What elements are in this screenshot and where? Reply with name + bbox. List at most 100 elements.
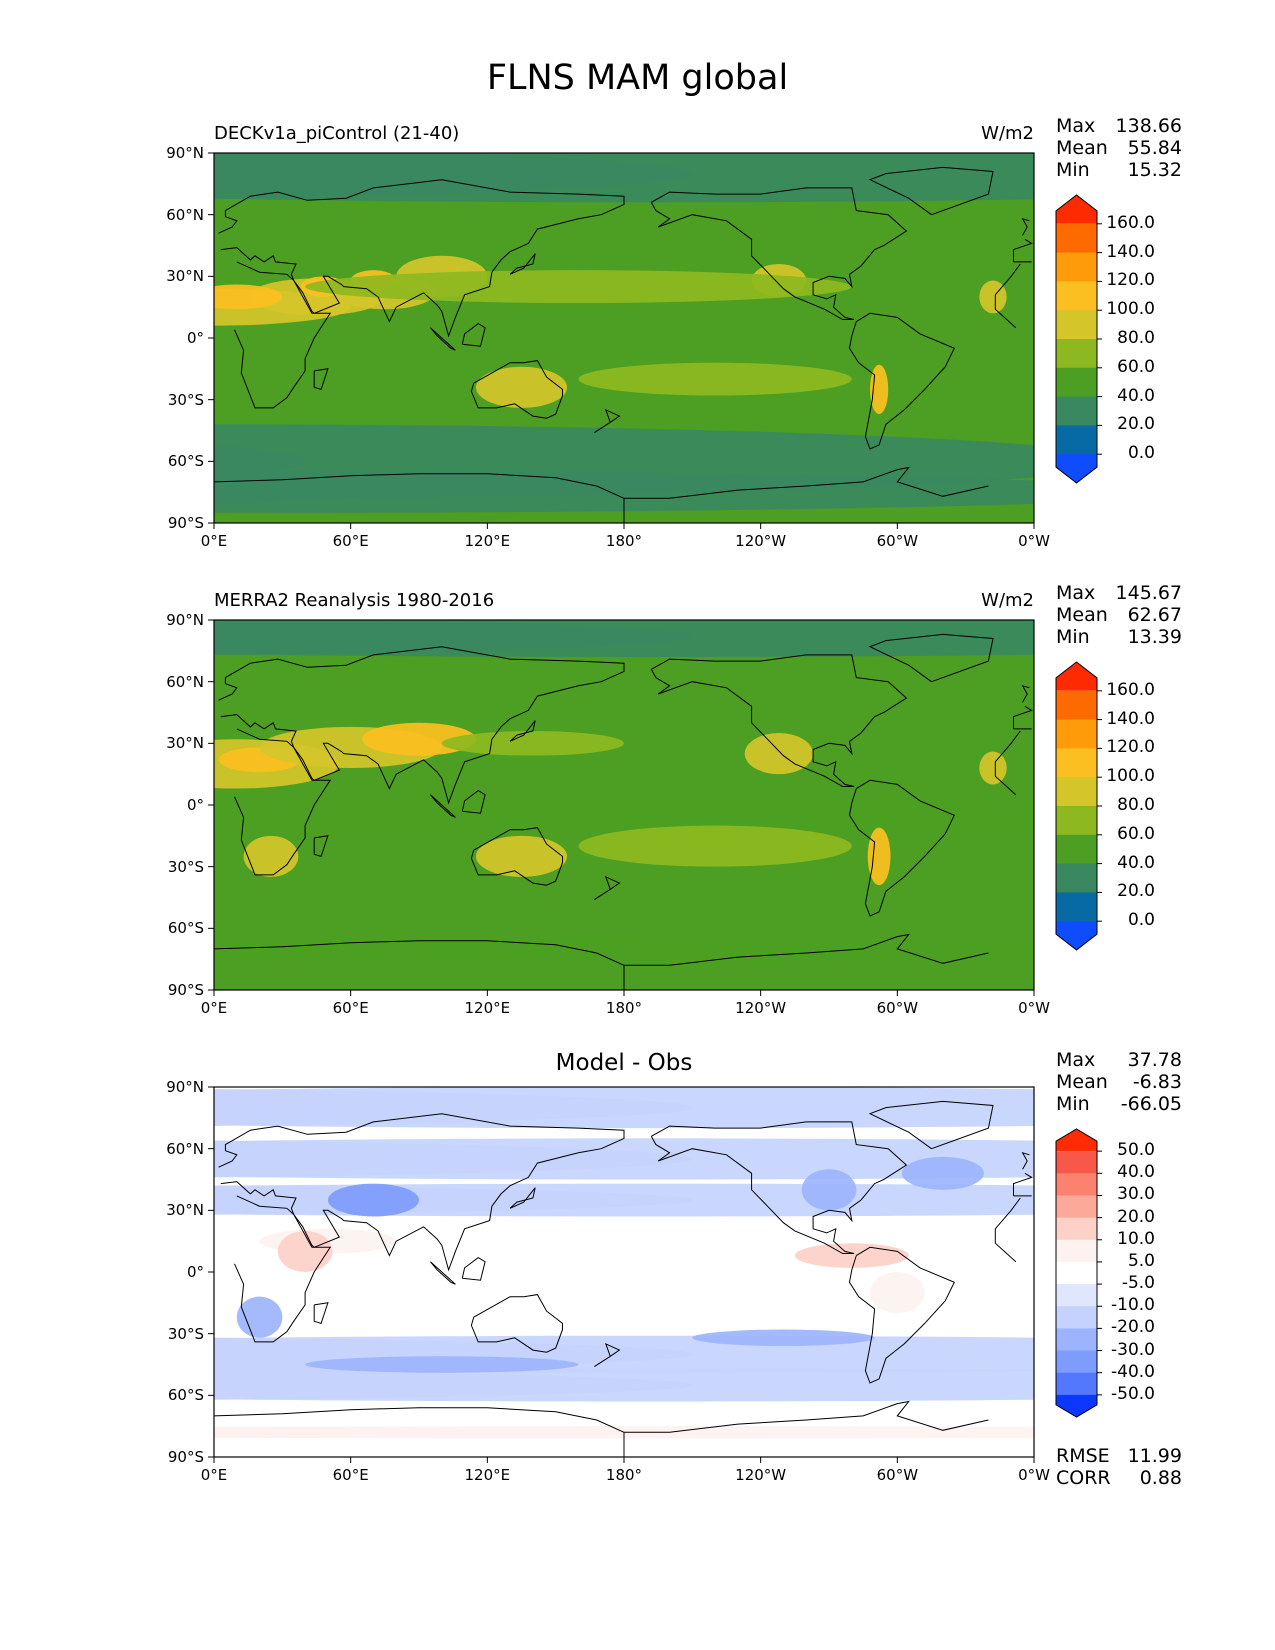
x-tick-label: 120°E — [464, 999, 511, 1017]
field-blob — [801, 1169, 857, 1211]
colorbar-segment — [1056, 892, 1097, 922]
colorbar-segment — [1056, 223, 1097, 254]
coastline-australia — [470, 1294, 563, 1353]
colorbar-segment — [1056, 690, 1097, 721]
x-tick-label: 180° — [605, 532, 643, 550]
coastline-japan — [509, 720, 536, 742]
colorbar-segment — [1056, 1284, 1097, 1307]
x-tick-label: 0°W — [1018, 532, 1050, 550]
coastline-australia — [470, 360, 563, 419]
coastline-borneo — [461, 322, 486, 347]
x-tick-label: 180° — [605, 1466, 643, 1484]
panel-units: W/m2 — [981, 590, 1034, 611]
coastline-africa — [994, 761, 1017, 796]
y-tick-label: 30°S — [167, 857, 204, 876]
coastline-madagascar — [313, 368, 329, 391]
field-blob — [305, 1356, 579, 1373]
map-field — [214, 1087, 1034, 1457]
x-tick-label: 0°W — [1018, 999, 1050, 1017]
colorbar-segment-top — [1056, 1129, 1097, 1152]
y-tick-label: 60°N — [166, 1139, 204, 1158]
field-blob — [870, 364, 889, 415]
stat-max: Max 37.78 — [1056, 1049, 1182, 1071]
colorbar-label: 20.0 — [1117, 881, 1155, 902]
stat-rmse: RMSE 11.99 — [1056, 1445, 1182, 1467]
colorbar-label: -20.0 — [1111, 1317, 1155, 1338]
coastline-africa — [234, 1195, 332, 1343]
stat-mean: Mean 55.84 — [1056, 137, 1182, 159]
colorbar-segment — [1056, 339, 1097, 369]
coastline-eurasia — [1013, 1172, 1033, 1196]
field-blob — [214, 936, 1034, 970]
coastline-antarctica2 — [624, 1400, 989, 1433]
colorbar-label: 60.0 — [1117, 823, 1155, 844]
coastline-namerica — [650, 187, 908, 320]
field-blob — [214, 480, 374, 504]
y-tick-label: 30°N — [166, 1201, 204, 1220]
colorbar-segment — [1056, 719, 1097, 749]
y-tick-label: 60°N — [166, 672, 204, 691]
coastline-sumatra — [430, 1261, 456, 1285]
field-blob — [744, 733, 814, 775]
coastline-madagascar — [313, 835, 329, 858]
field-blob — [243, 835, 299, 877]
stat-corr: CORR 0.88 — [1056, 1467, 1182, 1489]
colorbar-label: 100.0 — [1106, 766, 1155, 787]
colorbar-segment — [1056, 1151, 1097, 1174]
colorbar-segment — [1056, 1350, 1097, 1374]
field-blob — [578, 825, 852, 867]
colorbar-segment-bottom — [1056, 454, 1097, 483]
x-tick-label: 120°W — [735, 532, 787, 550]
coastline-africa — [994, 294, 1017, 329]
colorbar-segment — [1056, 1372, 1097, 1396]
field-blob — [979, 751, 1007, 785]
panel-title-center: Model - Obs — [555, 1050, 693, 1076]
x-tick-label: 120°E — [464, 1466, 511, 1484]
colorbar-segment — [1056, 281, 1097, 311]
coastline-antarctica2 — [214, 481, 625, 523]
y-tick-label: 30°S — [167, 1324, 204, 1343]
colorbar-segment-bottom — [1056, 921, 1097, 950]
colorbar-segment — [1056, 806, 1097, 836]
x-tick-label: 60°E — [332, 999, 369, 1017]
coastline-borneo — [461, 789, 486, 814]
coastline-antarctica2 — [624, 933, 989, 966]
field-blob — [214, 1370, 693, 1400]
colorbar-segment — [1056, 748, 1097, 778]
colorbar-segment — [1056, 1217, 1097, 1241]
y-tick-label: 30°N — [166, 267, 204, 286]
colorbar-label: 0.0 — [1127, 910, 1155, 931]
coastline-eurasia — [218, 179, 625, 338]
coastline-uk — [1021, 1151, 1030, 1170]
y-tick-label: 90°N — [166, 1078, 204, 1096]
colorbar-label: 40.0 — [1117, 385, 1155, 406]
colorbar-outline — [1055, 194, 1098, 484]
coastline-eurasia — [218, 1113, 625, 1272]
coastline-madagascar — [313, 1302, 329, 1325]
coastline-samerica — [848, 1246, 955, 1384]
x-tick-label: 60°E — [332, 1466, 369, 1484]
colorbar-label: 50.0 — [1117, 1140, 1155, 1161]
field-blob — [901, 1156, 984, 1190]
colorbar-label: 40.0 — [1117, 1162, 1155, 1183]
field-blob — [867, 827, 891, 886]
colorbar-segment — [1056, 367, 1097, 398]
coastlines — [214, 1100, 1033, 1457]
coastline-africa — [234, 261, 332, 409]
x-tick-label: 60°W — [876, 1466, 919, 1484]
colorbar-segment — [1056, 1239, 1097, 1263]
stat-mean: Mean -6.83 — [1056, 1071, 1182, 1093]
colorbar-label: 20.0 — [1117, 414, 1155, 435]
field-blob — [979, 280, 1007, 314]
coastline-antarctica — [214, 1407, 625, 1457]
field-blob — [794, 1243, 909, 1268]
field-blob — [578, 362, 852, 396]
colorbar-label: 80.0 — [1117, 328, 1155, 348]
y-tick-label: 60°S — [167, 1386, 204, 1405]
coastline-samerica — [848, 312, 955, 450]
colorbar-segment-top — [1056, 662, 1097, 691]
coastline-africa — [234, 728, 332, 876]
coastline-antarctica — [214, 940, 625, 990]
coastline-antarctica2 — [214, 948, 625, 990]
field-blob — [236, 1296, 283, 1338]
